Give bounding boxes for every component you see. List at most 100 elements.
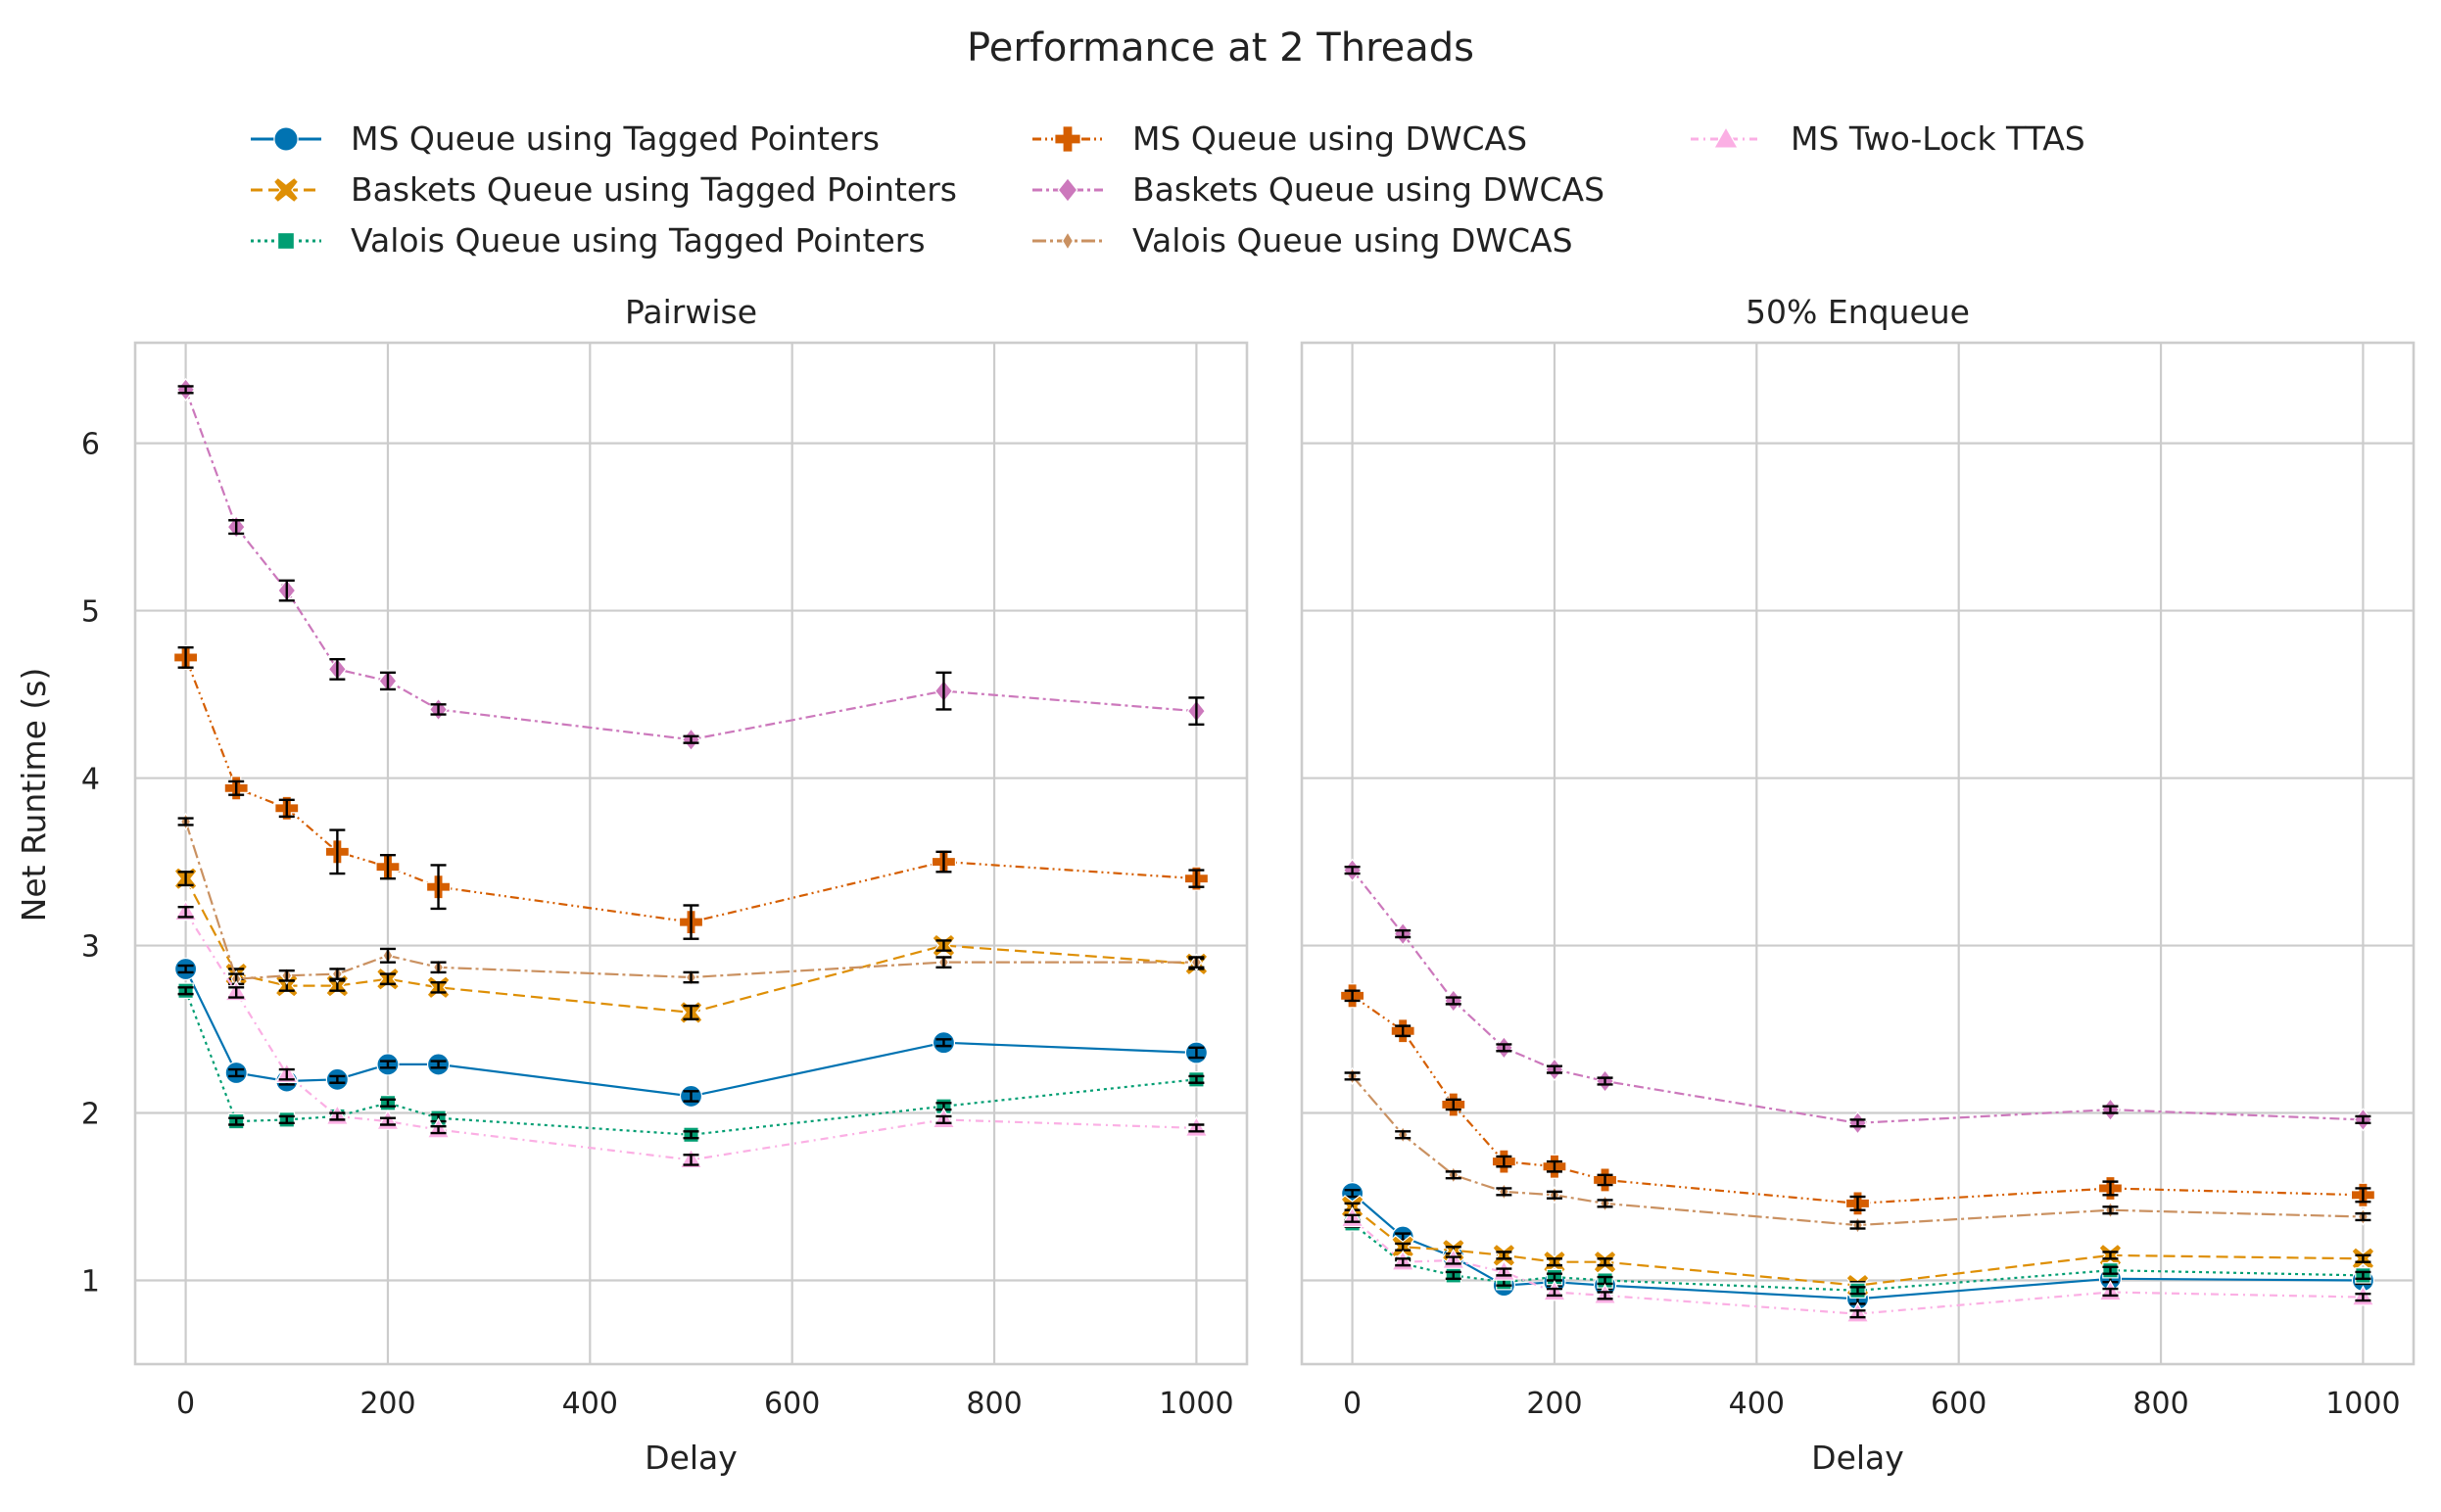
error-bar xyxy=(935,1038,952,1048)
panel-title: 50% Enqueue xyxy=(1746,293,1970,331)
series-line xyxy=(1351,1217,2364,1315)
error-bar xyxy=(1496,1267,1512,1277)
panel-50-enqueue: 0 200 400 600 800 1000 50% Enqueue Delay xyxy=(1300,293,2416,1477)
error-bar xyxy=(1188,1123,1205,1133)
error-bar xyxy=(278,798,295,819)
legend-item-ms-two-lock-ttas: MS Two-Lock TTAS xyxy=(1691,119,2085,158)
error-bar xyxy=(379,854,396,880)
legend-label: Valois Queue using DWCAS xyxy=(1132,221,1573,260)
error-bar xyxy=(1546,1159,1562,1173)
figure-title: Performance at 2 Threads xyxy=(967,25,1474,71)
error-bar xyxy=(329,968,346,980)
error-bar xyxy=(430,1060,447,1069)
legend-item-ms-queue-using-tagged-pointers: MS Queue using Tagged Pointers xyxy=(251,119,880,158)
error-bar xyxy=(430,864,447,911)
error-bar xyxy=(1597,1076,1613,1086)
grid xyxy=(135,343,1247,1364)
error-bar xyxy=(278,1114,295,1124)
error-bar xyxy=(1445,1270,1461,1280)
legend-item-valois-queue-using-dwcas: Valois Queue using DWCAS xyxy=(1032,221,1573,260)
error-bar xyxy=(2355,1187,2371,1204)
x-tick-label: 200 xyxy=(359,1387,415,1421)
error-bar xyxy=(329,657,346,681)
legend-label: Valois Queue using Tagged Pointers xyxy=(351,221,926,260)
error-bar xyxy=(177,871,194,887)
legend-marker xyxy=(1057,176,1078,204)
error-bar xyxy=(683,970,699,984)
error-bar xyxy=(430,703,447,716)
legend-item-valois-queue-using-tagged-pointers: Valois Queue using Tagged Pointers xyxy=(251,221,926,260)
error-bar xyxy=(1395,1024,1412,1038)
error-bar xyxy=(1344,989,1361,1003)
error-bar xyxy=(177,645,194,669)
error-bar xyxy=(228,1116,245,1126)
tick-labels: 0 200 400 600 800 1000 xyxy=(1343,1387,2401,1421)
x-tick-label: 800 xyxy=(2132,1387,2188,1421)
x-tick-label: 1000 xyxy=(1159,1387,1233,1421)
error-bar xyxy=(379,947,396,964)
error-bar xyxy=(1188,1074,1205,1084)
legend-label: MS Queue using Tagged Pointers xyxy=(351,119,880,158)
series-valois-queue-using-dwcas xyxy=(177,812,1205,988)
error-bar xyxy=(1546,1064,1562,1074)
x-tick-label: 600 xyxy=(1931,1387,1986,1421)
error-bar xyxy=(228,986,245,999)
error-bar xyxy=(935,850,952,874)
error-bar xyxy=(329,1074,346,1084)
error-bar xyxy=(683,904,699,940)
legend-item-baskets-queue-using-dwcas: Baskets Queue using DWCAS xyxy=(1032,170,1604,209)
error-bar xyxy=(1546,1287,1562,1298)
error-bar xyxy=(1849,1286,1866,1296)
error-bar xyxy=(1395,1257,1412,1267)
panel-title: Pairwise xyxy=(625,293,757,331)
error-bar xyxy=(1849,1195,1866,1211)
legend-item-ms-queue-using-dwcas: MS Queue using DWCAS xyxy=(1032,119,1527,158)
error-bar xyxy=(2355,1292,2371,1302)
error-bar xyxy=(278,969,295,982)
series-valois-queue-using-dwcas xyxy=(1344,1066,2371,1235)
error-bar xyxy=(177,385,194,395)
error-bar xyxy=(2355,1114,2371,1124)
panel-pairwise: 0 200 400 600 800 1000 1 2 3 4 5 6 Pairwise Delay Net … xyxy=(15,293,1249,1477)
error-bar xyxy=(1597,1257,1613,1267)
error-bar xyxy=(2102,1105,2119,1114)
y-tick-label: 3 xyxy=(81,930,100,965)
error-bar xyxy=(2102,1287,2119,1298)
error-bar xyxy=(1344,1071,1361,1081)
error-bar xyxy=(1188,869,1205,888)
x-axis-label: Delay xyxy=(1811,1439,1904,1477)
error-bar xyxy=(228,780,245,796)
error-bar xyxy=(1546,1190,1562,1200)
error-bar xyxy=(1344,1213,1361,1223)
x-tick-label: 400 xyxy=(1729,1387,1785,1421)
legend-label: Baskets Queue using Tagged Pointers xyxy=(351,170,957,209)
error-bar xyxy=(1597,1291,1613,1300)
error-bar xyxy=(278,1067,295,1081)
x-tick-label: 400 xyxy=(562,1387,618,1421)
legend-item-baskets-queue-using-tagged-pointers: Baskets Queue using Tagged Pointers xyxy=(251,170,957,209)
plot-frame xyxy=(1300,341,2416,1366)
legend-label: MS Two-Lock TTAS xyxy=(1791,119,2085,158)
x-tick-label: 1000 xyxy=(2325,1387,2400,1421)
error-bar xyxy=(278,579,295,602)
error-bar xyxy=(2355,1270,2371,1280)
series-line xyxy=(1351,869,2364,1124)
y-tick-label: 5 xyxy=(81,595,100,630)
error-bar xyxy=(2102,1205,2119,1215)
error-bar xyxy=(1849,1118,1866,1128)
error-bar xyxy=(430,1125,447,1135)
error-bar xyxy=(379,671,396,691)
x-tick-label: 0 xyxy=(176,1387,195,1421)
error-bar xyxy=(2102,1251,2119,1260)
series-ms-queue-using-dwcas xyxy=(1339,983,2376,1216)
error-bar xyxy=(329,828,346,875)
error-bar xyxy=(379,1098,396,1108)
error-bar xyxy=(683,1154,699,1166)
legend: MS Queue using Tagged Pointers Baskets Qu… xyxy=(251,119,2085,260)
error-bar xyxy=(177,986,194,996)
x-tick-label: 0 xyxy=(1343,1387,1362,1421)
error-bar xyxy=(1445,1255,1461,1265)
y-tick-label: 1 xyxy=(81,1265,100,1299)
legend-label: MS Queue using DWCAS xyxy=(1132,119,1527,158)
series-line xyxy=(184,990,1197,1136)
